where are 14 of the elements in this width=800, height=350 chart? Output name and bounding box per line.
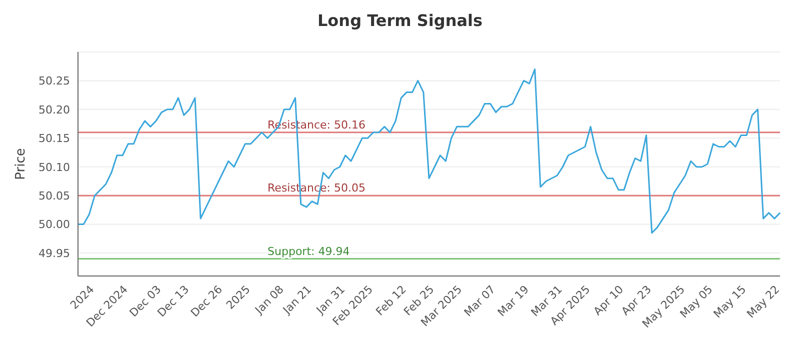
x-tick-label: Mar 19: [495, 282, 532, 320]
ref-line-label: Support: 49.94: [268, 244, 350, 258]
x-tick-label: Mar 07: [462, 282, 498, 320]
y-tick-label: 50.00: [38, 218, 70, 232]
y-tick-label: 50.20: [38, 103, 70, 116]
x-tick-label: Dec 26: [188, 282, 225, 320]
y-tick-label: 50.10: [38, 160, 70, 174]
y-tick-label: 49.95: [38, 246, 70, 260]
y-tick-label: 50.15: [38, 132, 70, 146]
y-tick-label: 50.05: [38, 189, 70, 202]
y-tick-label: 50.25: [38, 74, 70, 88]
y-axis-title: Price: [14, 148, 29, 180]
chart-title: Long Term Signals: [316, 10, 484, 32]
line-series: [77, 68, 781, 234]
